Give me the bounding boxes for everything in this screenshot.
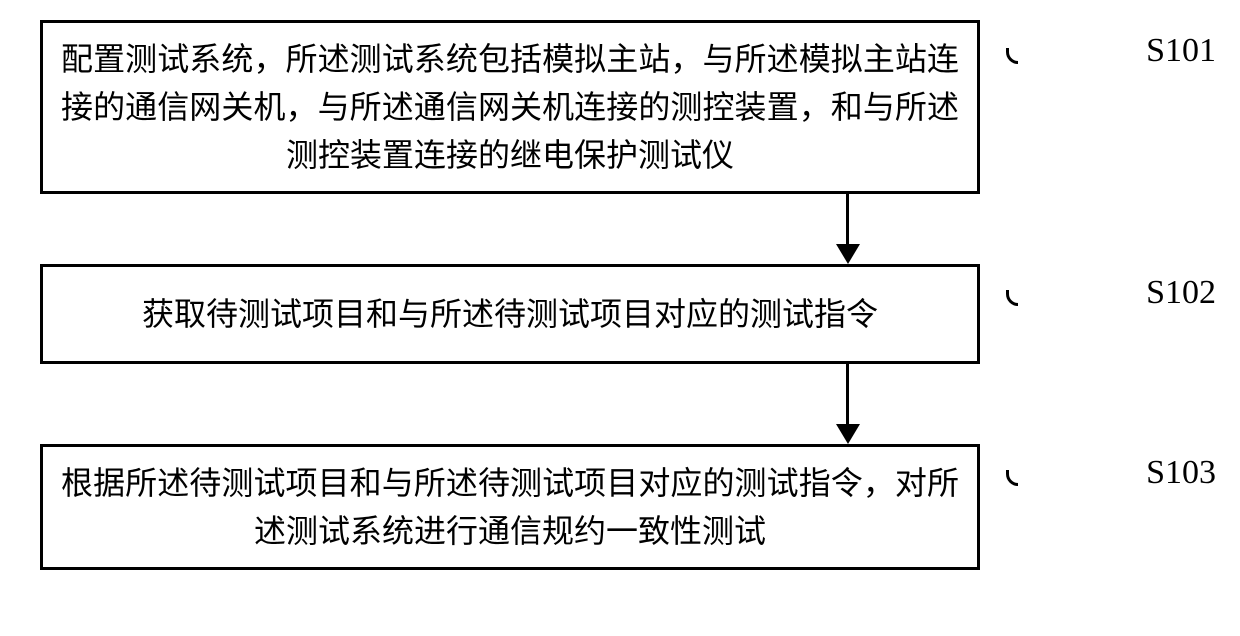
step-label-s101: S101: [1146, 32, 1216, 70]
arrow-line: [846, 364, 849, 424]
arrow-line: [846, 194, 849, 244]
connector-s102: [1006, 290, 1018, 306]
arrow-head-icon: [836, 244, 860, 264]
flow-step-s101: 配置测试系统，所述测试系统包括模拟主站，与所述模拟主站连接的通信网关机，与所述通…: [40, 20, 1200, 194]
flow-step-s103: 根据所述待测试项目和与所述待测试项目对应的测试指令，对所述测试系统进行通信规约一…: [40, 444, 1200, 570]
step-label-s102: S102: [1146, 274, 1216, 312]
flowchart-container: 配置测试系统，所述测试系统包括模拟主站，与所述模拟主站连接的通信网关机，与所述通…: [40, 20, 1200, 570]
connector-s103: [1006, 470, 1018, 486]
flow-box-s102: 获取待测试项目和与所述待测试项目对应的测试指令: [40, 264, 980, 364]
step-label-s103: S103: [1146, 454, 1216, 492]
box-text-s102: 获取待测试项目和与所述待测试项目对应的测试指令: [142, 290, 878, 338]
arrow-s101-s102: [495, 194, 1200, 264]
flow-box-s103: 根据所述待测试项目和与所述待测试项目对应的测试指令，对所述测试系统进行通信规约一…: [40, 444, 980, 570]
arrow-head-icon: [836, 424, 860, 444]
box-text-s101: 配置测试系统，所述测试系统包括模拟主站，与所述模拟主站连接的通信网关机，与所述通…: [61, 35, 959, 179]
connector-s101: [1006, 48, 1018, 64]
arrow-s102-s103: [495, 364, 1200, 444]
flow-step-s102: 获取待测试项目和与所述待测试项目对应的测试指令 S102: [40, 264, 1200, 364]
flow-box-s101: 配置测试系统，所述测试系统包括模拟主站，与所述模拟主站连接的通信网关机，与所述通…: [40, 20, 980, 194]
box-text-s103: 根据所述待测试项目和与所述待测试项目对应的测试指令，对所述测试系统进行通信规约一…: [61, 459, 959, 555]
